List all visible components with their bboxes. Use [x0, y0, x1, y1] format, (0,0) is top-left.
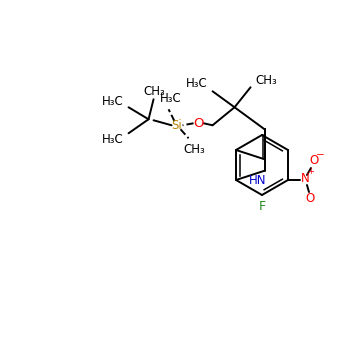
Text: H₃C: H₃C: [186, 77, 208, 90]
Text: H₃C: H₃C: [102, 133, 124, 146]
Text: HN: HN: [249, 174, 266, 187]
Text: +: +: [308, 168, 314, 176]
Text: N: N: [301, 172, 309, 184]
Text: H₃C: H₃C: [160, 92, 181, 105]
Text: O: O: [309, 154, 318, 168]
Text: F: F: [258, 201, 266, 214]
Text: H₃C: H₃C: [102, 95, 124, 108]
Text: CH₃: CH₃: [144, 85, 166, 98]
Text: −: −: [316, 150, 324, 160]
Text: CH₃: CH₃: [184, 143, 205, 156]
Text: O: O: [193, 117, 204, 130]
Text: O: O: [305, 193, 315, 205]
Text: Si: Si: [171, 119, 182, 132]
Text: CH₃: CH₃: [256, 74, 277, 87]
